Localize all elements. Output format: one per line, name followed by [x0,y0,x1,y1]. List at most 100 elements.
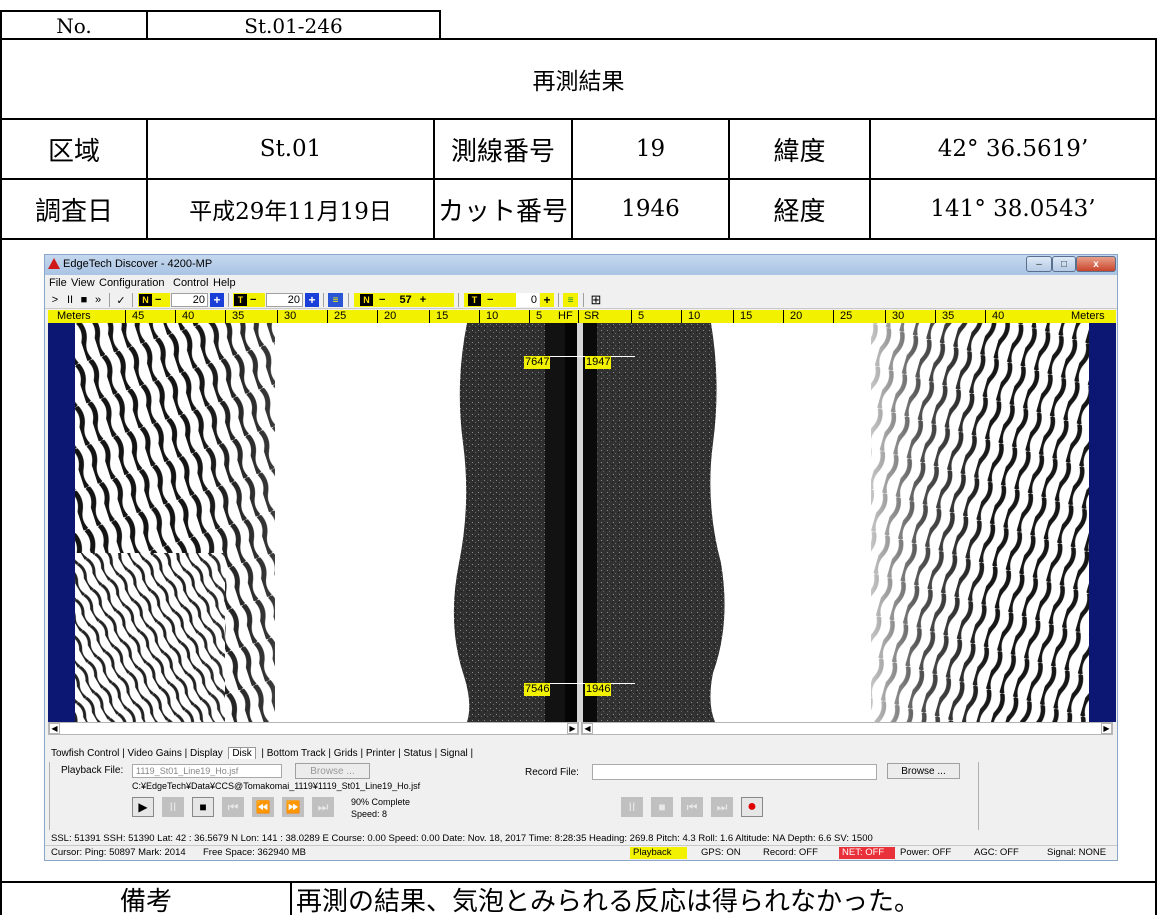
tab-grids[interactable]: Grids [333,748,358,759]
tab-video-gains[interactable]: Video Gains [127,748,182,759]
agc-status: AGC: OFF [974,847,1019,858]
sonar-starboard-channel[interactable] [581,323,1089,722]
skip-start-button[interactable]: ⏮ [222,797,244,817]
scroll-left-icon[interactable]: ◀ [582,723,593,734]
waterfall-alt-icon[interactable]: ≡ [563,293,578,307]
tab-signal[interactable]: Signal [439,748,468,759]
minimize-button[interactable]: – [1026,256,1052,272]
gain-n1-minus[interactable]: − [155,294,162,306]
window-title: EdgeTech Discover - 4200-MP [63,258,213,270]
gps-status: GPS: ON [701,847,741,858]
area-label: 区域 [47,136,100,167]
record-skip-end-button[interactable]: ⏭ [711,797,733,817]
scale-tick: 30 [284,310,297,322]
play-button[interactable]: ▶ [132,797,154,817]
scale-tick: 30 [892,310,905,322]
check-icon[interactable]: ✓ [116,294,126,307]
scale-tick: 20 [790,310,803,322]
scroll-right-icon[interactable]: ▶ [567,723,578,734]
scroll-left-icon[interactable]: ◀ [49,723,60,734]
playback-progress: 90% Complete [351,797,411,807]
gain-t1-minus[interactable]: − [250,294,257,306]
pause-icon[interactable]: II [66,294,74,306]
gain-n1-value[interactable]: 20 [171,293,208,307]
tab-disk[interactable]: Disk [228,747,256,759]
cut-value: 1946 [621,196,680,222]
lat-value: 42° 36.5619’ [937,136,1089,162]
play-icon[interactable]: > [51,294,59,306]
tab-bottom-track[interactable]: Bottom Track [266,748,326,759]
date-value: 平成29年11月19日 [189,199,392,225]
sonar-edge-right [1089,323,1116,722]
grid-icon[interactable]: ⊞ [590,292,602,307]
edgetech-logo-icon [48,258,60,269]
range-scale: Meters 45 40 35 30 25 20 15 10 5 HF SR 5… [48,310,1116,323]
record-stop-button[interactable]: ■ [651,797,673,817]
menu-configuration[interactable]: Configuration [99,277,165,289]
tab-printer[interactable]: Printer [365,748,396,759]
gain-n2-plus[interactable]: + [419,294,427,306]
gain-n1-plus[interactable]: + [210,293,224,307]
scale-sr: SR [584,310,600,322]
marker-label: 1947 [585,356,612,369]
maximize-button[interactable]: □ [1052,256,1076,272]
stop-button[interactable]: ■ [192,797,214,817]
power-status: Power: OFF [900,847,952,858]
scale-tick: 5 [638,310,645,322]
scale-tick: 25 [840,310,853,322]
tab-display[interactable]: Display [189,748,223,759]
gain-t2-minus[interactable]: − [487,294,494,306]
status-divider [45,845,1117,846]
toolbar-separator [323,293,324,307]
rewind-button[interactable]: ⏪ [252,797,274,817]
scale-tick: 15 [436,310,449,322]
fast-forward-icon[interactable]: » [94,294,102,306]
scale-tick: 35 [942,310,955,322]
menu-file[interactable]: File [49,277,67,289]
gain-t1-value[interactable]: 20 [266,293,303,307]
record-skip-start-button[interactable]: ⏮ [681,797,703,817]
area-value: St.01 [259,136,322,162]
toolbar-separator [583,293,584,307]
record-file-field[interactable] [592,764,877,780]
close-button[interactable]: x [1076,256,1116,272]
stop-icon[interactable]: ■ [80,294,88,306]
gain-t2-value[interactable]: 0 [516,293,539,307]
menu-control[interactable]: Control [173,277,209,289]
playback-file-field[interactable]: 1119_St01_Line19_Ho.jsf [132,764,282,778]
menu-help[interactable]: Help [213,277,236,289]
gain-n2-minus[interactable]: − [379,294,386,306]
line-label: 測線番号 [450,136,555,167]
scale-tick: 10 [486,310,499,322]
playback-browse-button[interactable]: Browse ... [295,763,370,779]
sonar-port-channel[interactable] [75,323,579,722]
gain-t1-control: T − [233,293,265,307]
pause-button[interactable]: II [162,797,184,817]
record-pause-button[interactable]: II [621,797,643,817]
record-browse-button[interactable]: Browse ... [887,763,960,779]
gain-t2-badge: T [468,294,481,306]
record-button[interactable]: ● [741,797,763,817]
skip-end-button[interactable]: ⏭ [312,797,334,817]
gain-t2-plus[interactable]: + [540,293,554,307]
port-scrollbar[interactable]: ◀ ▶ [48,722,579,735]
toolbar-separator [109,293,110,307]
starboard-scrollbar[interactable]: ◀ ▶ [581,722,1113,735]
record-status: Record: OFF [763,847,818,858]
gain-n2-value[interactable]: 57 [399,294,412,306]
line-value: 19 [635,136,666,162]
tab-status[interactable]: Status [403,748,432,759]
record-file-label: Record File: [525,767,579,778]
menu-view[interactable]: View [71,277,95,289]
tab-towfish-control[interactable]: Towfish Control [51,748,120,759]
gain-t1-plus[interactable]: + [305,293,319,307]
free-space-status: Free Space: 362940 MB [203,847,306,858]
scroll-right-icon[interactable]: ▶ [1101,723,1112,734]
gain-t2-control: T − [464,293,516,307]
fast-forward-button[interactable]: ⏩ [282,797,304,817]
scale-tick: 10 [688,310,701,322]
toolbar-separator [558,293,559,307]
cut-label: カット番号 [437,196,568,227]
waterfall-icon[interactable]: ≡ [328,293,343,307]
toolbar-separator [228,293,229,307]
